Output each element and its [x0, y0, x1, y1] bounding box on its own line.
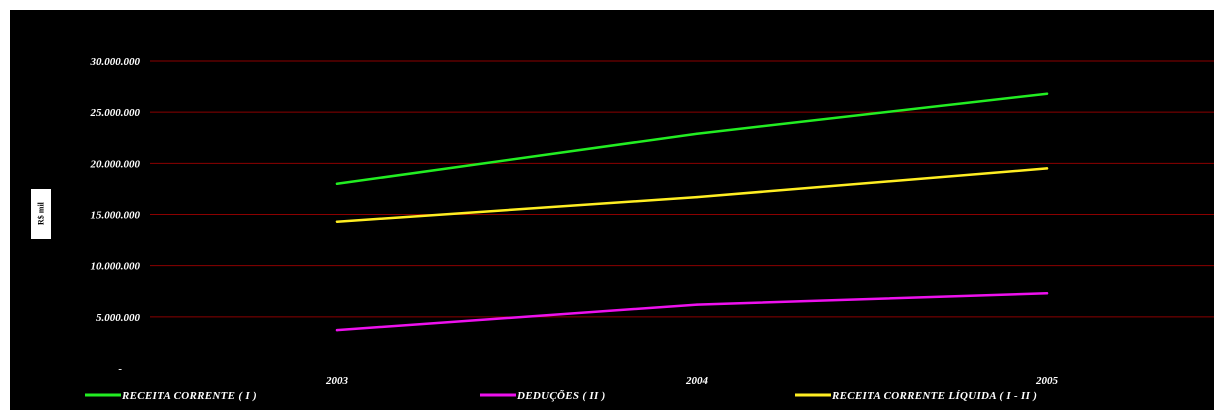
y-tick-label: 15.000.000 — [91, 210, 141, 222]
data-point — [1045, 292, 1049, 295]
y-tick-label: 25.000.000 — [90, 107, 141, 119]
y-axis-label: R$ mil — [36, 202, 46, 226]
y-tick-label: 5.000.000 — [96, 312, 141, 324]
x-tick-label: 2003 — [325, 375, 349, 387]
data-point — [335, 182, 339, 185]
y-tick-label: 30.000.000 — [90, 56, 141, 68]
y-tick-label: 20.000.000 — [90, 158, 141, 170]
data-point — [335, 220, 339, 223]
series-line-0 — [335, 92, 1049, 186]
series-line-1 — [335, 292, 1049, 332]
data-point — [1045, 167, 1049, 170]
data-point — [695, 132, 699, 135]
data-point — [1045, 92, 1049, 95]
data-point — [695, 303, 699, 306]
line-chart: - 5.000.000 10.000.000 15.000.000 20.000.000… — [85, 56, 1214, 402]
x-tick-label: 2004 — [685, 375, 709, 387]
y-tick-label: - — [118, 363, 122, 375]
y-tick-label: 10.000.000 — [91, 261, 141, 273]
data-point — [335, 328, 339, 332]
series-line-2 — [335, 167, 1049, 223]
y-axis-label-box — [31, 189, 51, 239]
data-point — [695, 195, 699, 199]
legend-label-1: DEDUÇÕES ( II ) — [516, 390, 606, 402]
chart-area: - 5.000.000 10.000.000 15.000.000 20.000.000… — [10, 10, 1214, 410]
legend-label-2: RECEITA CORRENTE LÍQUIDA ( I - II ) — [831, 390, 1037, 402]
x-tick-label: 2005 — [1035, 375, 1059, 387]
legend-label-0: RECEITA CORRENTE ( I ) — [121, 390, 257, 402]
